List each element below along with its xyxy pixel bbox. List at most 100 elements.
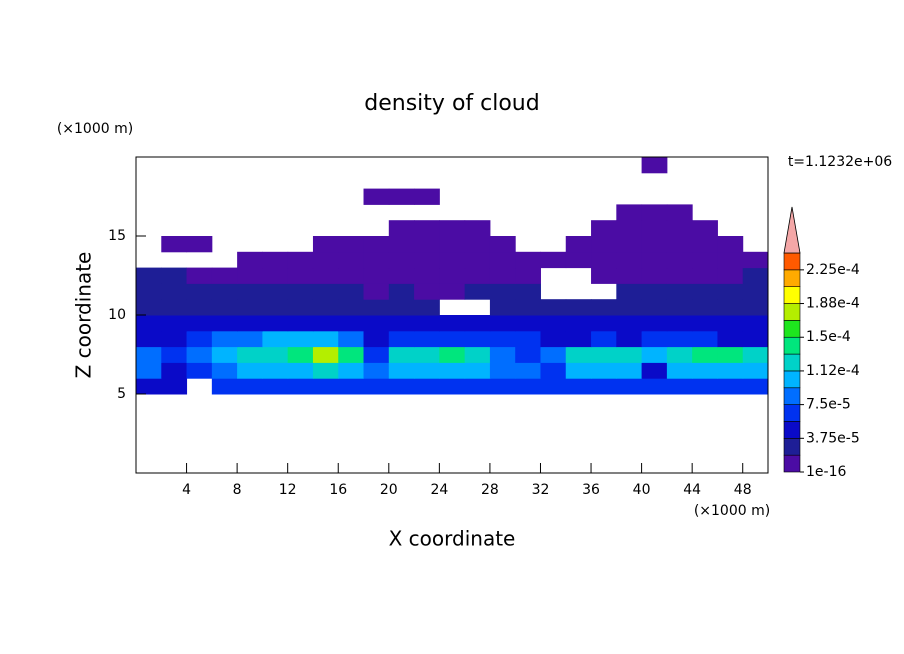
field-cell [312, 283, 339, 300]
field-cell [237, 267, 263, 284]
field-cell [666, 378, 693, 395]
colorbar-band [783, 286, 801, 304]
field-cell [515, 362, 541, 379]
field-cell [489, 267, 516, 284]
field-cell [591, 362, 617, 379]
field-cell [363, 299, 390, 316]
field-cell [464, 283, 491, 300]
field-cell [464, 236, 491, 253]
colorbar-tick-label: 1.88e-4 [806, 296, 860, 312]
field-cell [312, 330, 339, 348]
field-cell [161, 236, 188, 253]
field-cell [439, 267, 466, 284]
field-cell [161, 299, 188, 316]
field-cell [136, 362, 162, 379]
field-cell [388, 362, 415, 379]
field-cell [515, 346, 541, 363]
x-tick-label: 48 [734, 482, 752, 498]
field-cell [338, 378, 365, 395]
field-cell [414, 236, 440, 253]
field-cell [692, 315, 718, 332]
x-tick-label: 36 [582, 482, 600, 498]
field-cell [692, 346, 718, 363]
field-cell [616, 362, 643, 379]
field-cell [262, 267, 289, 284]
field-cell [237, 299, 263, 316]
field-cell [540, 346, 567, 363]
field-cell [237, 362, 263, 379]
field-cell [439, 362, 466, 379]
field-cell [666, 220, 693, 237]
field-cell [666, 299, 693, 316]
field-cell [237, 378, 263, 395]
field-cell [237, 251, 263, 269]
x-tick-label: 20 [380, 482, 398, 498]
field-cell [515, 267, 541, 284]
colorbar-band [783, 454, 801, 473]
field-cell [641, 362, 668, 379]
field-cell [414, 220, 440, 237]
field-cell [489, 346, 516, 363]
field-cell [388, 378, 415, 395]
field-cell [591, 315, 617, 332]
field-cell [515, 330, 541, 348]
field-cell [616, 299, 643, 316]
field-cell [287, 362, 314, 379]
field-cell [338, 283, 365, 300]
field-cell [237, 330, 263, 348]
field-cell [312, 267, 339, 284]
field-cell [262, 346, 289, 363]
field-cell [591, 299, 617, 316]
field-cell [211, 378, 238, 395]
colorbar-tick-label: 3.75e-5 [806, 430, 860, 446]
field-cell [363, 267, 390, 284]
field-cell [388, 283, 415, 300]
field-cell [414, 346, 440, 363]
field-cell [388, 299, 415, 316]
field-cell [616, 220, 643, 237]
field-cell [666, 283, 693, 300]
field-cell [641, 315, 668, 332]
field-cell [641, 251, 668, 269]
colorbar-band [783, 303, 801, 321]
field-cell [641, 220, 668, 237]
field-cell [312, 346, 339, 363]
field-cell [641, 299, 668, 316]
field-cell [338, 236, 365, 253]
field-cell [161, 346, 188, 363]
field-cell [136, 267, 162, 284]
field-cell [338, 330, 365, 348]
field-cell [591, 220, 617, 237]
field-cell [237, 346, 263, 363]
field-cell [186, 299, 213, 316]
field-cell [414, 251, 440, 269]
colorbar-tick-label: 2.25e-4 [806, 262, 860, 278]
field-cell [237, 315, 263, 332]
field-cell [692, 267, 718, 284]
field-cell [565, 236, 592, 253]
field-cell [388, 251, 415, 269]
field-cell [540, 362, 567, 379]
field-cell [439, 315, 466, 332]
colorbar-extend [783, 206, 801, 254]
field-cell [565, 315, 592, 332]
x-axis-label: X coordinate [389, 527, 516, 551]
field-cell [388, 330, 415, 348]
field-cell [742, 378, 769, 395]
field-cell [489, 362, 516, 379]
x-tick-label: 16 [329, 482, 347, 498]
field-cell [641, 236, 668, 253]
field-cell [136, 378, 162, 395]
field-cell [717, 315, 744, 332]
y-tick-label: 10 [108, 307, 126, 323]
field-cell [363, 378, 390, 395]
field-cell [414, 362, 440, 379]
x-tick-label: 40 [633, 482, 651, 498]
field-cell [742, 346, 769, 363]
x-tick-label: 32 [532, 482, 550, 498]
field-cell [717, 346, 744, 363]
field-cell [717, 378, 744, 395]
colorbar-tick-label: 7.5e-5 [806, 397, 851, 413]
field-cell [616, 236, 643, 253]
field-cell [388, 267, 415, 284]
